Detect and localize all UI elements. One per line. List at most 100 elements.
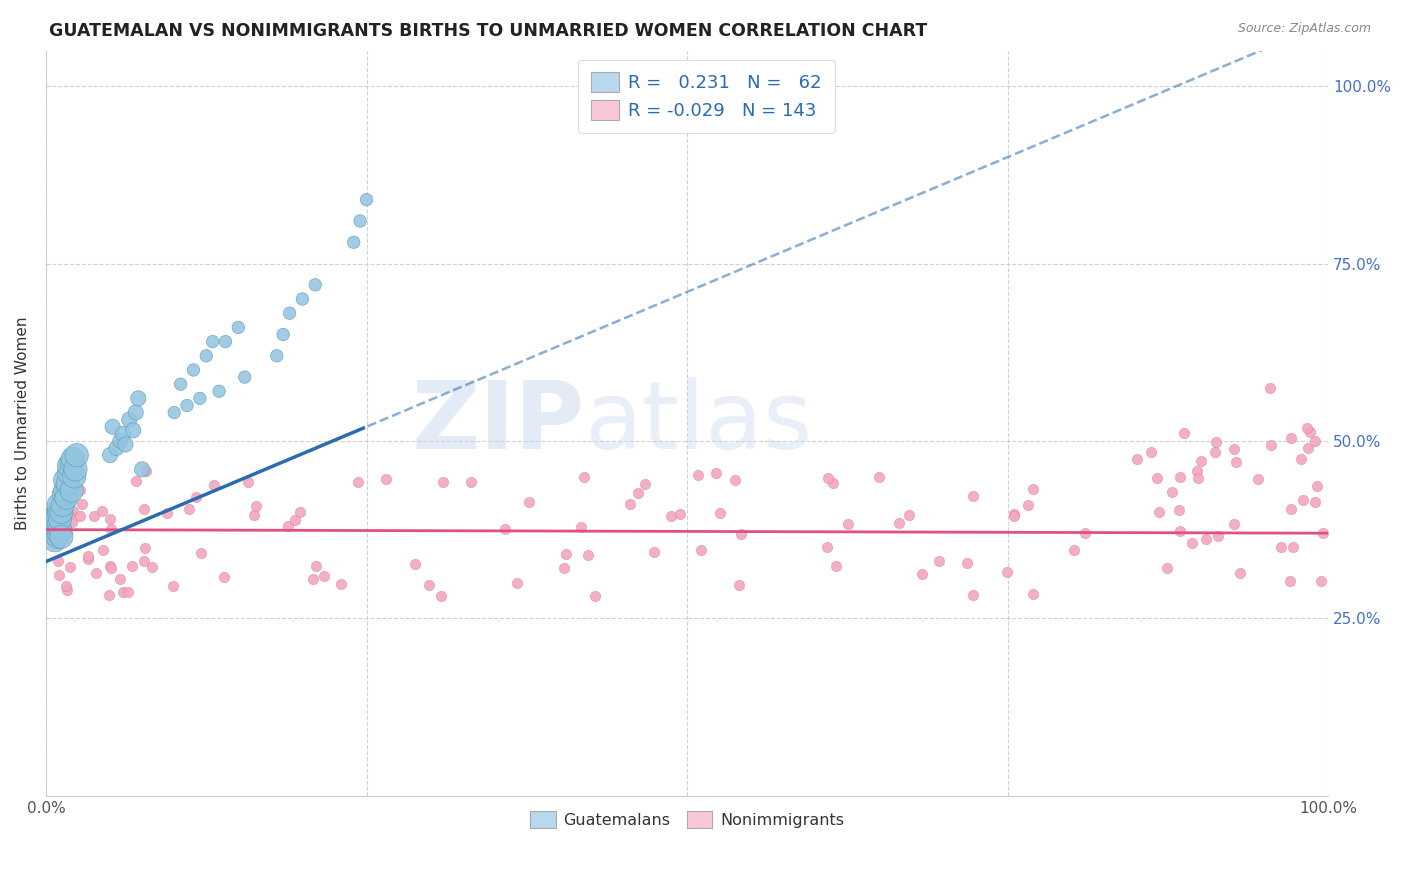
Point	[1229, 566, 1251, 581]
Point	[49, 512, 72, 526]
Point	[494, 523, 516, 537]
Text: atlas: atlas	[585, 377, 813, 469]
Point	[176, 399, 198, 413]
Point	[98, 588, 121, 602]
Point	[1189, 454, 1212, 468]
Point	[343, 235, 366, 250]
Point	[304, 277, 326, 292]
Point	[709, 506, 731, 520]
Point	[201, 334, 224, 349]
Point	[52, 498, 75, 512]
Point	[45, 516, 67, 530]
Point	[430, 590, 453, 604]
Point	[837, 517, 859, 532]
Point	[58, 466, 80, 480]
Point	[637, 100, 659, 114]
Point	[62, 451, 84, 466]
Point	[69, 509, 91, 524]
Point	[1291, 452, 1313, 467]
Y-axis label: Births to Unmarried Women: Births to Unmarried Women	[15, 317, 30, 530]
Point	[141, 559, 163, 574]
Point	[60, 455, 83, 469]
Point	[569, 520, 592, 534]
Point	[821, 476, 844, 491]
Point	[418, 578, 440, 592]
Point	[1063, 543, 1085, 558]
Point	[41, 519, 63, 533]
Point	[83, 509, 105, 524]
Point	[555, 547, 578, 561]
Point	[202, 478, 225, 492]
Point	[1309, 574, 1331, 588]
Point	[288, 505, 311, 519]
Point	[956, 556, 979, 570]
Point	[48, 567, 70, 582]
Point	[576, 549, 599, 563]
Point	[1180, 536, 1202, 550]
Point	[58, 508, 80, 522]
Point	[53, 473, 76, 487]
Point	[226, 320, 249, 334]
Point	[100, 522, 122, 536]
Point	[1246, 471, 1268, 485]
Point	[101, 419, 124, 434]
Point	[627, 485, 650, 500]
Point	[1306, 479, 1329, 493]
Point	[271, 327, 294, 342]
Point	[1173, 425, 1195, 440]
Point	[45, 523, 67, 537]
Point	[329, 577, 352, 591]
Point	[105, 441, 128, 455]
Point	[122, 423, 145, 437]
Point	[1279, 574, 1302, 588]
Point	[291, 292, 314, 306]
Point	[824, 558, 846, 573]
Point	[1312, 526, 1334, 541]
Point	[1223, 442, 1246, 457]
Point	[118, 412, 141, 426]
Point	[728, 578, 751, 592]
Point	[897, 508, 920, 522]
Point	[46, 530, 69, 544]
Point	[347, 475, 370, 490]
Point	[186, 491, 208, 505]
Point	[84, 566, 107, 581]
Point	[1160, 485, 1182, 500]
Point	[356, 193, 378, 207]
Point	[815, 540, 838, 554]
Point	[1299, 425, 1322, 440]
Point	[90, 503, 112, 517]
Point	[56, 476, 79, 491]
Point	[51, 530, 73, 544]
Point	[110, 572, 132, 586]
Point	[46, 554, 69, 568]
Point	[619, 497, 641, 511]
Point	[962, 588, 984, 602]
Point	[110, 434, 132, 448]
Point	[52, 487, 75, 501]
Point	[278, 306, 301, 320]
Point	[305, 559, 328, 574]
Point	[117, 585, 139, 599]
Point	[1022, 482, 1045, 496]
Point	[111, 585, 134, 599]
Point	[1168, 524, 1191, 539]
Point	[59, 492, 82, 507]
Point	[1303, 495, 1326, 509]
Point	[58, 458, 80, 473]
Legend: Guatemalans, Nonimmigrants: Guatemalans, Nonimmigrants	[522, 803, 852, 836]
Point	[928, 554, 950, 568]
Point	[404, 557, 426, 571]
Point	[195, 349, 218, 363]
Point	[51, 505, 73, 519]
Point	[65, 462, 87, 476]
Point	[1296, 421, 1319, 435]
Point	[1146, 471, 1168, 485]
Point	[669, 507, 692, 521]
Point	[572, 470, 595, 484]
Point	[1260, 381, 1282, 395]
Point	[1185, 464, 1208, 478]
Point	[60, 515, 83, 529]
Point	[236, 475, 259, 489]
Point	[1022, 587, 1045, 601]
